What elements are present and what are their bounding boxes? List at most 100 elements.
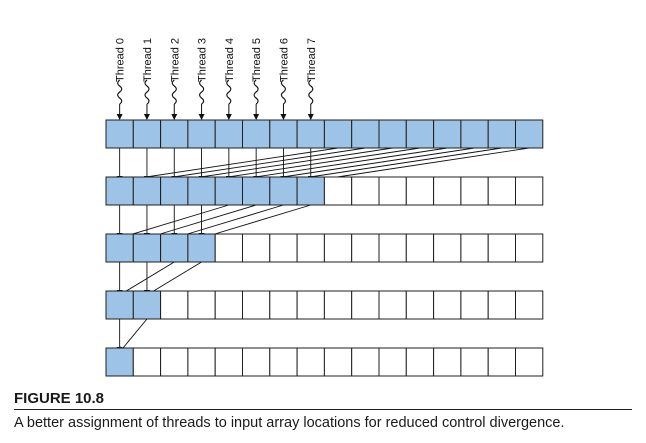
- array-cell-inactive: [433, 176, 462, 206]
- diagonal-arrow: [200, 204, 311, 240]
- array-cell-active: [214, 176, 243, 206]
- array-cell-active: [433, 119, 462, 149]
- array-cell-inactive: [214, 290, 243, 320]
- array-cell-inactive: [460, 347, 489, 377]
- diagonal-arrow: [146, 261, 202, 296]
- array-cell-active: [242, 176, 271, 206]
- array-cell-active: [105, 176, 134, 206]
- array-cell-active: [105, 347, 134, 377]
- array-cell-inactive: [515, 233, 544, 263]
- array-cell-inactive: [269, 233, 298, 263]
- array-rows: [105, 119, 544, 377]
- array-cell-active: [214, 119, 243, 149]
- thread-wave: [144, 79, 150, 105]
- array-cell-inactive: [487, 290, 517, 320]
- array-cell-active: [132, 176, 162, 206]
- thread-wave: [308, 79, 314, 105]
- array-row-4: [105, 347, 544, 377]
- array-cell-inactive: [487, 347, 517, 377]
- array-cell-inactive: [323, 233, 353, 263]
- arrows-layer: [116, 147, 530, 353]
- array-cell-active: [269, 176, 298, 206]
- array-row-2: [105, 233, 544, 263]
- array-cell-inactive: [515, 347, 544, 377]
- diagonal-arrow: [173, 204, 284, 240]
- array-cell-active: [515, 119, 544, 149]
- array-cell-inactive: [323, 290, 353, 320]
- array-cell-active: [378, 119, 407, 149]
- array-cell-inactive: [433, 233, 462, 263]
- diagonal-arrow: [119, 318, 148, 353]
- array-cell-active: [105, 290, 134, 320]
- array-cell-inactive: [187, 347, 216, 377]
- array-cell-inactive: [405, 176, 435, 206]
- array-cell-inactive: [460, 233, 489, 263]
- array-cell-active: [105, 119, 134, 149]
- array-cell-inactive: [487, 176, 517, 206]
- array-cell-active: [405, 119, 435, 149]
- diagonal-arrow: [309, 147, 530, 184]
- thread-label: Thread 2: [169, 38, 181, 82]
- array-cell-inactive: [269, 290, 298, 320]
- thread-label: Thread 1: [142, 38, 154, 82]
- array-cell-inactive: [378, 290, 407, 320]
- figure-label: FIGURE 10.8: [14, 390, 105, 407]
- array-cell-active: [160, 119, 189, 149]
- array-cell-inactive: [433, 290, 462, 320]
- thread-wave: [171, 79, 177, 105]
- array-cell-inactive: [487, 233, 517, 263]
- threads-layer: Thread 0 Thread 1 Thread 2 Thread 3 Thread 4…: [115, 38, 318, 120]
- thread-0: Thread 0: [115, 38, 127, 120]
- array-cell-active: [323, 119, 353, 149]
- array-cell-inactive: [242, 347, 271, 377]
- array-cell-inactive: [323, 176, 353, 206]
- thread-label: Thread 0: [115, 38, 127, 82]
- array-cell-inactive: [214, 233, 243, 263]
- diagonal-arrow: [255, 147, 475, 184]
- array-cell-active: [132, 290, 162, 320]
- array-cell-inactive: [351, 347, 380, 377]
- array-cell-inactive: [378, 347, 407, 377]
- array-cell-active: [187, 233, 216, 263]
- array-cell-active: [242, 119, 271, 149]
- array-cell-inactive: [296, 233, 325, 263]
- thread-label: Thread 5: [251, 38, 263, 82]
- array-cell-active: [460, 119, 489, 149]
- figure-caption: A better assignment of threads to input …: [14, 415, 565, 431]
- array-cell-active: [296, 119, 325, 149]
- thread-wave: [280, 79, 286, 105]
- thread-label: Thread 6: [278, 38, 290, 82]
- array-cell-active: [160, 176, 189, 206]
- array-cell-inactive: [269, 347, 298, 377]
- array-cell-active: [187, 176, 216, 206]
- array-row-1: [105, 176, 544, 206]
- diagonal-arrow: [282, 147, 502, 184]
- array-row-0: [105, 119, 544, 149]
- array-cell-inactive: [515, 290, 544, 320]
- thread-6: Thread 6: [278, 38, 290, 120]
- array-cell-active: [187, 119, 216, 149]
- array-cell-active: [132, 119, 162, 149]
- array-cell-inactive: [296, 290, 325, 320]
- array-cell-active: [269, 119, 298, 149]
- array-cell-inactive: [160, 347, 189, 377]
- array-row-3: [105, 290, 544, 320]
- thread-4: Thread 4: [224, 38, 236, 120]
- array-cell-inactive: [351, 176, 380, 206]
- thread-label: Thread 4: [224, 38, 236, 82]
- array-cell-inactive: [405, 233, 435, 263]
- array-cell-active: [105, 233, 134, 263]
- array-cell-inactive: [187, 290, 216, 320]
- array-cell-inactive: [242, 290, 271, 320]
- thread-3: Thread 3: [197, 38, 209, 120]
- array-cell-inactive: [433, 347, 462, 377]
- array-cell-active: [351, 119, 380, 149]
- array-cell-inactive: [160, 290, 189, 320]
- figure-divider: [14, 409, 632, 410]
- thread-wave: [226, 79, 232, 105]
- array-cell-inactive: [460, 290, 489, 320]
- thread-7: Thread 7: [306, 38, 318, 120]
- thread-wave: [199, 79, 205, 105]
- array-cell-active: [160, 233, 189, 263]
- array-cell-inactive: [242, 233, 271, 263]
